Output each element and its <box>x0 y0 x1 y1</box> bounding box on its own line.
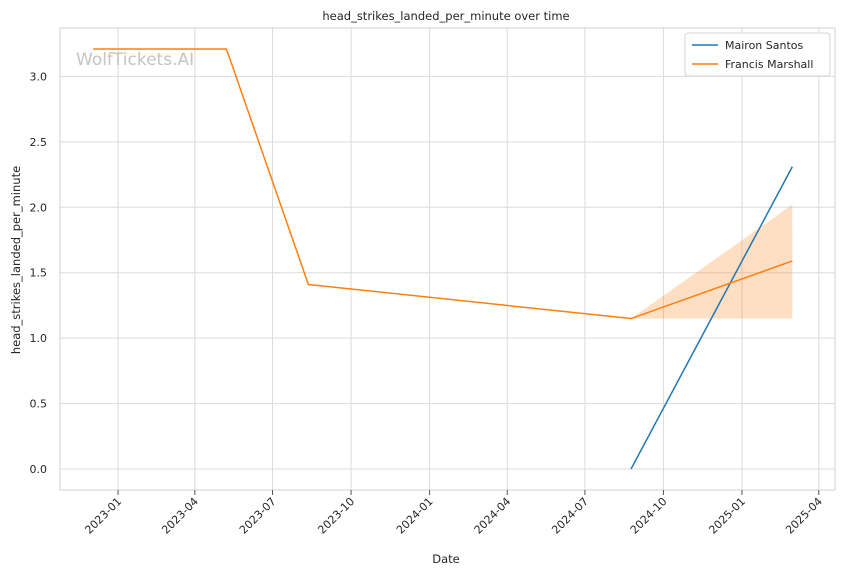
y-tick-label: 2.5 <box>30 136 48 149</box>
confidence-band-francis-marshall <box>631 204 793 319</box>
legend-box <box>684 32 831 77</box>
y-tick-label: 0.5 <box>30 398 48 411</box>
x-axis-label: Date <box>432 552 460 566</box>
legend-label-francis-marshall: Francis Marshall <box>725 58 813 71</box>
grid <box>60 28 835 490</box>
plot-area-frame <box>59 27 836 491</box>
y-axis-ticks: 0.0 0.5 1.0 1.5 2.0 2.5 3.0 <box>30 70 48 476</box>
confidence-band-layer <box>631 204 793 319</box>
y-tick-label: 2.0 <box>30 201 48 214</box>
series-line-mairon-santos <box>630 166 793 470</box>
legend-label-mairon-santos: Mairon Santos <box>725 39 804 52</box>
series-line-francis-marshall <box>93 48 793 320</box>
chart-title: head_strikes_landed_per_minute over time <box>322 9 569 23</box>
series-layer <box>93 48 793 470</box>
y-tick-label: 1.5 <box>30 267 48 280</box>
y-tick-label: 0.0 <box>30 463 48 476</box>
y-tick-label: 1.0 <box>30 332 48 345</box>
y-tick-label: 3.0 <box>30 70 48 83</box>
watermark: WolfTickets.AI <box>76 50 194 70</box>
y-axis-label: head_strikes_landed_per_minute <box>9 166 23 354</box>
legend: Mairon Santos Francis Marshall <box>684 32 831 77</box>
